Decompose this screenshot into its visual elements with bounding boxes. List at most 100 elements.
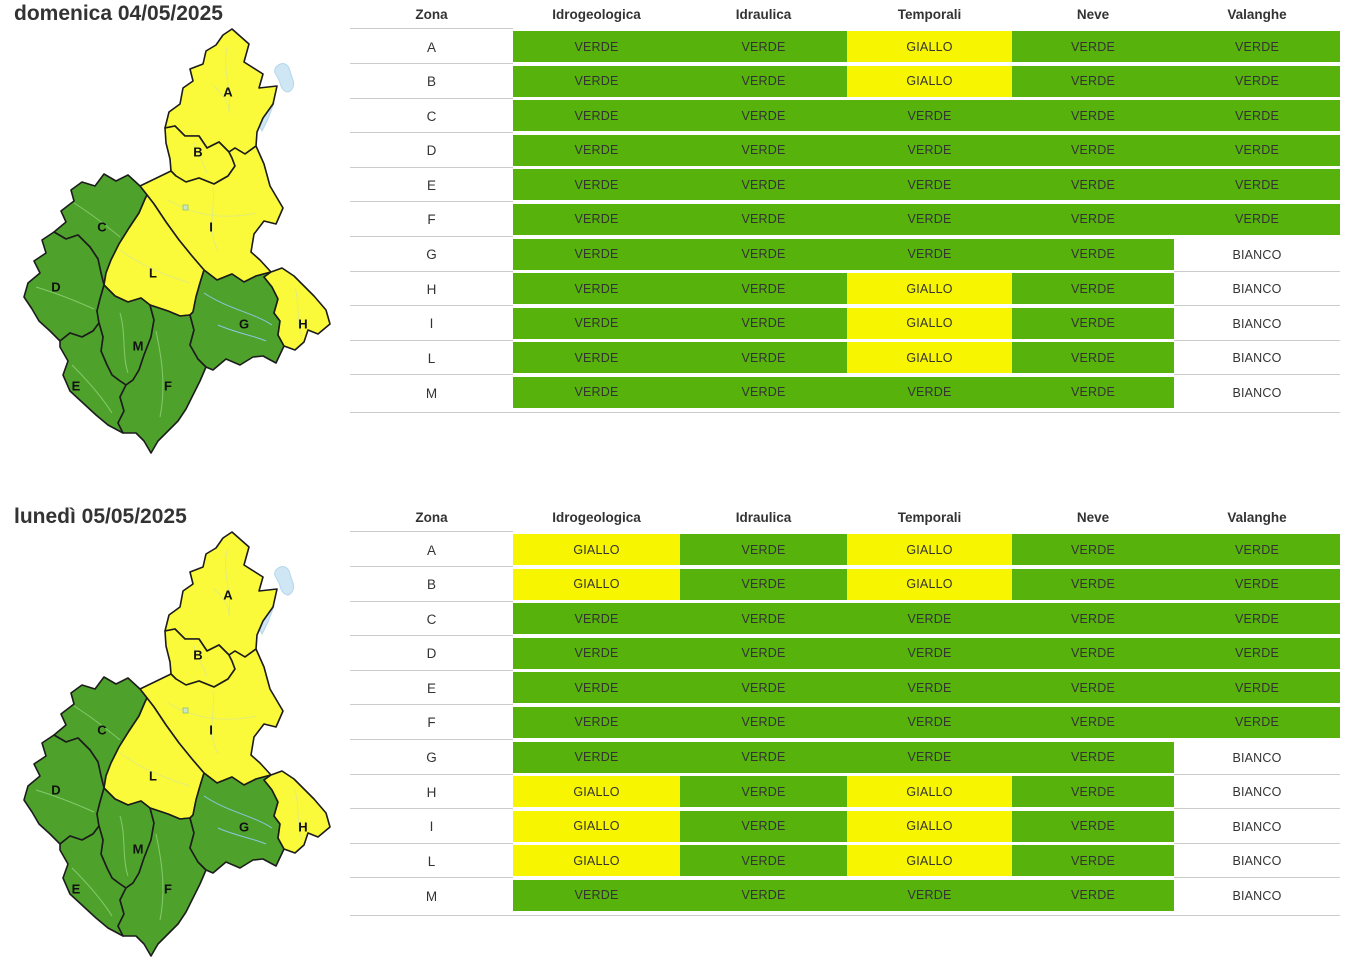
alert-table: Zona Idrogeologica Idraulica Temporali N… — [350, 503, 1340, 916]
alert-cell-F-idrogeologica: VERDE — [513, 203, 680, 235]
column-header-zona: Zona — [350, 0, 513, 29]
alert-cell-E-idrogeologica: VERDE — [513, 169, 680, 201]
alert-cell-L-idrogeologica: VERDE — [513, 342, 680, 374]
alert-cell-I-idraulica: VERDE — [680, 810, 847, 842]
city-marker — [182, 204, 189, 211]
alert-cell-E-idrogeologica: VERDE — [513, 672, 680, 704]
alert-cell-E-valanghe: VERDE — [1174, 672, 1340, 704]
table-row-I: I VERDE VERDE GIALLO VERDE BIANCO — [350, 307, 1340, 343]
alert-cell-M-idrogeologica: VERDE — [513, 376, 680, 408]
table-row-A: A VERDE VERDE GIALLO VERDE VERDE — [350, 31, 1340, 66]
map-zone-label-M: M — [133, 842, 144, 857]
alert-map: A B C I D L G H M E F — [8, 528, 340, 958]
zone-cell-M: M — [350, 376, 513, 410]
alert-cell-G-temporali: VERDE — [847, 741, 1012, 773]
alert-cell-L-neve: VERDE — [1012, 845, 1174, 877]
alert-cell-F-temporali: VERDE — [847, 706, 1012, 738]
alert-cell-I-idraulica: VERDE — [680, 307, 847, 339]
alert-cell-D-idraulica: VERDE — [680, 134, 847, 166]
table-row-H: H GIALLO VERDE GIALLO VERDE BIANCO — [350, 776, 1340, 811]
zone-cell-H: H — [350, 776, 513, 810]
piemonte-map-svg: A B C I D L G H M E F — [23, 28, 331, 454]
alert-cell-M-neve: VERDE — [1012, 879, 1174, 911]
map-zone-G — [189, 772, 285, 874]
alert-cell-M-idraulica: VERDE — [680, 879, 847, 911]
column-header-neve: Neve — [1076, 510, 1110, 525]
column-header-idraulica: Idraulica — [735, 510, 792, 525]
alert-cell-B-idrogeologica: VERDE — [513, 65, 680, 97]
lake — [274, 566, 295, 596]
zone-cell-I: I — [350, 810, 513, 844]
river-line — [119, 752, 191, 787]
map-zone-label-H: H — [298, 317, 307, 332]
alert-cell-H-temporali: GIALLO — [847, 273, 1012, 305]
day-title: domenica 04/05/2025 — [14, 2, 223, 25]
zone-cell-A: A — [350, 534, 513, 567]
alert-cell-H-valanghe: BIANCO — [1174, 273, 1340, 307]
table-row-E: E VERDE VERDE VERDE VERDE VERDE — [350, 169, 1340, 204]
alert-cell-L-idrogeologica: GIALLO — [513, 845, 680, 877]
zone-cell-G: G — [350, 238, 513, 272]
alert-table-header: Zona Idrogeologica Idraulica Temporali N… — [350, 0, 1340, 29]
river-line — [212, 587, 230, 617]
table-row-M: M VERDE VERDE VERDE VERDE BIANCO — [350, 376, 1340, 412]
alert-cell-A-temporali: GIALLO — [847, 534, 1012, 565]
alert-cell-C-neve: VERDE — [1012, 100, 1174, 132]
alert-cell-A-valanghe: VERDE — [1174, 31, 1340, 62]
river-line — [155, 330, 164, 418]
day-title: lunedì 05/05/2025 — [14, 505, 187, 528]
alert-cell-E-temporali: VERDE — [847, 672, 1012, 704]
alert-cell-D-neve: VERDE — [1012, 134, 1174, 166]
map-zone-H — [263, 267, 331, 351]
alert-cell-C-temporali: VERDE — [847, 603, 1012, 635]
map-zone-label-F: F — [164, 379, 172, 394]
river-line — [211, 186, 219, 252]
alert-cell-L-valanghe: BIANCO — [1174, 342, 1340, 376]
alert-cell-M-idrogeologica: VERDE — [513, 879, 680, 911]
table-row-H: H VERDE VERDE GIALLO VERDE BIANCO — [350, 273, 1340, 308]
river-line — [193, 142, 208, 174]
alert-cell-D-idraulica: VERDE — [680, 637, 847, 669]
alert-cell-E-neve: VERDE — [1012, 672, 1174, 704]
map-zone-label-C: C — [97, 220, 107, 235]
alert-cell-C-idraulica: VERDE — [680, 100, 847, 132]
zone-cell-F: F — [350, 706, 513, 740]
map-zone-label-E: E — [72, 882, 81, 897]
alert-cell-M-temporali: VERDE — [847, 879, 1012, 911]
map-zone-label-D: D — [51, 783, 60, 798]
map-zone-label-F: F — [164, 882, 172, 897]
lake — [274, 63, 295, 93]
alert-cell-C-idrogeologica: VERDE — [513, 100, 680, 132]
alert-cell-L-idraulica: VERDE — [680, 845, 847, 877]
column-header-temporali: Temporali — [897, 7, 962, 22]
river-line — [71, 867, 113, 917]
alert-cell-C-valanghe: VERDE — [1174, 100, 1340, 132]
alert-cell-D-idrogeologica: VERDE — [513, 134, 680, 166]
map-zone-label-E: E — [72, 379, 81, 394]
zone-cell-A: A — [350, 31, 513, 64]
alert-cell-A-idraulica: VERDE — [680, 31, 847, 62]
alert-cell-B-neve: VERDE — [1012, 568, 1174, 600]
alert-cell-G-neve: VERDE — [1012, 238, 1174, 270]
zone-cell-L: L — [350, 342, 513, 376]
alert-cell-I-neve: VERDE — [1012, 810, 1174, 842]
alert-cell-M-idraulica: VERDE — [680, 376, 847, 408]
alert-cell-I-temporali: GIALLO — [847, 810, 1012, 842]
alert-cell-G-neve: VERDE — [1012, 741, 1174, 773]
alert-cell-C-temporali: VERDE — [847, 100, 1012, 132]
alert-cell-I-valanghe: BIANCO — [1174, 307, 1340, 341]
table-row-G: G VERDE VERDE VERDE VERDE BIANCO — [350, 238, 1340, 274]
alert-cell-C-neve: VERDE — [1012, 603, 1174, 635]
column-header-valanghe: Valanghe — [1227, 510, 1287, 525]
alert-cell-G-valanghe: BIANCO — [1174, 741, 1340, 775]
alert-cell-D-temporali: VERDE — [847, 134, 1012, 166]
river-line — [212, 84, 230, 114]
alert-cell-A-idrogeologica: GIALLO — [513, 534, 680, 565]
alert-cell-E-idraulica: VERDE — [680, 672, 847, 704]
alert-table-rows: A GIALLO VERDE GIALLO VERDE VERDE B GIALLO VERDE… — [350, 532, 1340, 916]
river-line — [35, 789, 95, 813]
alert-cell-B-idraulica: VERDE — [680, 65, 847, 97]
river-line — [119, 249, 191, 284]
